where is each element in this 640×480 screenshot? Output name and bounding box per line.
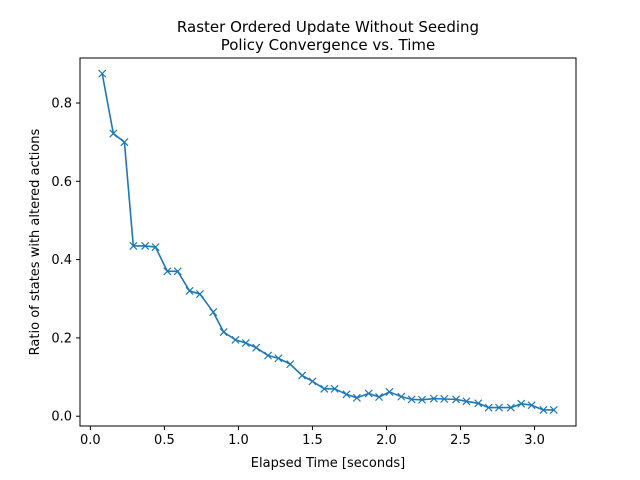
data-point — [440, 394, 449, 404]
data-point — [494, 403, 504, 412]
data-point — [209, 308, 218, 317]
data-point — [185, 286, 194, 295]
data-point — [151, 243, 160, 252]
data-point — [429, 394, 438, 403]
series-line — [101, 73, 554, 411]
data-point — [129, 241, 138, 250]
x-tick-label: 0.0 — [80, 433, 101, 448]
data-point — [539, 405, 548, 414]
chart-title-line-2: Policy Convergence vs. Time — [221, 36, 436, 54]
data-point — [320, 384, 329, 393]
data-point — [407, 395, 416, 404]
data-point — [452, 395, 461, 404]
data-point — [342, 390, 351, 399]
data-point — [298, 371, 307, 380]
data-point — [264, 351, 273, 360]
x-tick-label: 0.5 — [154, 433, 175, 448]
series-layer — [98, 69, 558, 414]
data-point — [195, 290, 204, 299]
data-point — [120, 138, 129, 147]
data-point — [274, 354, 283, 363]
data-point — [417, 395, 427, 404]
data-point — [109, 129, 118, 138]
data-point — [397, 392, 406, 401]
data-point — [375, 393, 384, 402]
plot-area-frame — [79, 57, 577, 427]
data-point — [527, 401, 536, 410]
data-point — [364, 389, 373, 398]
data-point — [474, 399, 483, 408]
data-point — [308, 377, 317, 386]
data-point — [141, 241, 150, 250]
y-axis-label: Ratio of states with altered actions — [28, 128, 43, 355]
y-tick-label: 0.6 — [51, 175, 72, 190]
x-axis: 0.0 0.5 1.0 1.5 2.0 2.5 3.0 — [80, 426, 545, 448]
data-point — [163, 267, 172, 276]
data-point — [385, 387, 394, 396]
data-point — [231, 335, 240, 344]
data-point — [462, 397, 471, 406]
x-tick-label: 2.5 — [450, 433, 471, 448]
y-tick-label: 0.0 — [51, 410, 72, 425]
x-tick-label: 3.0 — [524, 433, 545, 448]
chart-title-line-1: Raster Ordered Update Without Seeding — [177, 18, 479, 36]
data-point — [484, 403, 493, 412]
data-point — [549, 405, 558, 414]
data-point — [219, 328, 228, 337]
x-tick-label: 1.0 — [228, 433, 249, 448]
data-point — [506, 403, 515, 412]
y-tick-label: 0.8 — [51, 97, 72, 112]
data-point — [330, 384, 339, 393]
data-point — [517, 399, 526, 408]
data-point — [252, 343, 261, 352]
data-point — [241, 338, 250, 348]
data-point — [98, 69, 107, 78]
y-tick-label: 0.4 — [51, 253, 72, 268]
data-point — [173, 267, 182, 276]
data-point — [352, 393, 361, 402]
x-axis-label: Elapsed Time [seconds] — [251, 456, 405, 471]
x-tick-label: 1.5 — [302, 433, 323, 448]
y-tick-label: 0.2 — [51, 331, 72, 346]
x-tick-label: 2.0 — [376, 433, 397, 448]
data-point — [286, 360, 295, 369]
y-axis: 0.0 0.2 0.4 0.6 0.8 — [51, 97, 80, 425]
